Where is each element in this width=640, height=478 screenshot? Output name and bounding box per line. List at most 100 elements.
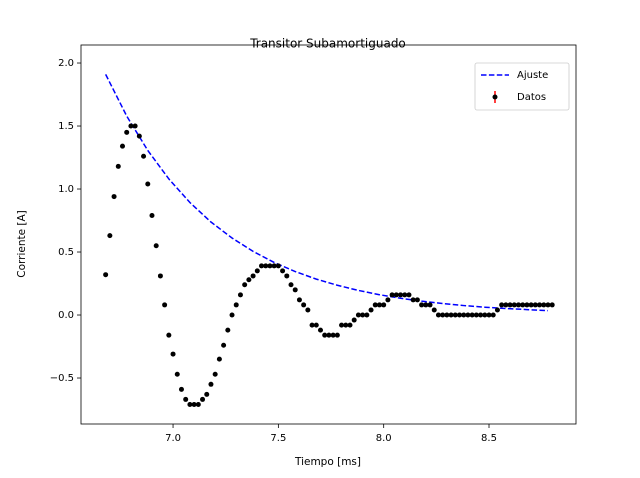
data-point	[162, 302, 168, 308]
data-point	[398, 292, 404, 298]
data-point	[520, 302, 526, 308]
data-point	[372, 302, 378, 308]
data-point	[157, 273, 163, 279]
data-point	[288, 282, 294, 288]
data-point	[124, 129, 130, 135]
data-point	[200, 396, 206, 402]
data-point	[115, 163, 121, 169]
data-point	[237, 292, 243, 298]
plot-frame	[80, 44, 577, 425]
chart-title: Transitor Subamortiguado	[249, 37, 406, 51]
data-point	[541, 302, 547, 308]
data-point	[296, 297, 302, 303]
data-point	[457, 312, 463, 318]
data-point	[410, 297, 416, 303]
data-point	[301, 302, 307, 308]
data-point	[119, 143, 125, 149]
x-tick-label: 8.5	[481, 433, 497, 444]
data-point	[225, 327, 231, 333]
data-point	[263, 263, 269, 269]
data-point	[503, 302, 509, 308]
data-point	[254, 268, 260, 274]
data-point	[111, 194, 117, 200]
data-point	[494, 307, 500, 313]
data-point	[233, 302, 239, 308]
data-point	[183, 396, 189, 402]
data-point	[482, 312, 488, 318]
data-point	[170, 351, 176, 357]
data-point	[132, 123, 138, 129]
data-point	[317, 327, 323, 333]
data-point	[355, 312, 361, 318]
data-point	[452, 312, 458, 318]
data-point	[440, 312, 446, 318]
data-point	[212, 371, 218, 377]
y-axis-label: Corriente [A]	[16, 210, 28, 278]
data-point	[187, 401, 193, 407]
data-point	[532, 302, 538, 308]
data-point	[402, 292, 408, 298]
data-point	[107, 233, 113, 239]
y-tick-label: 0.0	[58, 310, 74, 321]
data-point	[242, 282, 248, 288]
y-tick-label: −0.5	[50, 373, 74, 384]
x-axis-label: Tiempo [ms]	[294, 456, 361, 468]
data-point	[128, 123, 134, 129]
data-point	[208, 381, 214, 387]
data-point	[419, 302, 425, 308]
data-point	[229, 312, 235, 318]
data-point	[284, 273, 290, 279]
data-point	[515, 302, 521, 308]
data-point	[204, 391, 210, 397]
data-point	[141, 153, 147, 159]
data-point	[166, 332, 172, 338]
data-point	[195, 401, 201, 407]
data-point	[511, 302, 517, 308]
data-point	[334, 332, 340, 338]
data-point	[376, 302, 382, 308]
y-tick-label: 1.5	[58, 121, 74, 132]
data-point	[414, 297, 420, 303]
x-tick-label: 7.0	[165, 433, 181, 444]
data-point	[360, 312, 366, 318]
data-point	[473, 312, 479, 318]
data-point	[191, 401, 197, 407]
data-point	[393, 292, 399, 298]
data-point	[537, 302, 543, 308]
data-point	[444, 312, 450, 318]
data-point	[136, 133, 142, 139]
data-point	[469, 312, 475, 318]
data-point	[145, 181, 151, 187]
data-point	[364, 312, 370, 318]
y-tick-label: 1.0	[58, 184, 74, 195]
data-point	[524, 302, 530, 308]
data-point	[499, 302, 505, 308]
data-point	[406, 292, 412, 298]
data-point	[275, 263, 281, 269]
data-point	[351, 317, 357, 323]
data-point	[221, 342, 227, 348]
legend-label: Datos	[517, 92, 546, 103]
data-point	[347, 322, 353, 328]
data-point	[305, 307, 311, 313]
data-point	[267, 263, 273, 269]
data-point	[216, 356, 222, 362]
data-point	[431, 307, 437, 313]
data-point	[549, 302, 555, 308]
data-point	[313, 322, 319, 328]
data-point	[322, 332, 328, 338]
data-point	[149, 212, 155, 218]
data-point	[271, 263, 277, 269]
data-point	[490, 312, 496, 318]
data-point	[448, 312, 454, 318]
data-point	[435, 312, 441, 318]
data-point	[178, 386, 184, 392]
x-tick-label: 7.5	[270, 433, 286, 444]
data-point	[174, 371, 180, 377]
y-tick-label: 0.5	[58, 247, 74, 258]
data-point	[427, 302, 433, 308]
data-point	[368, 307, 374, 313]
data-point	[423, 302, 429, 308]
data-point	[292, 287, 298, 293]
